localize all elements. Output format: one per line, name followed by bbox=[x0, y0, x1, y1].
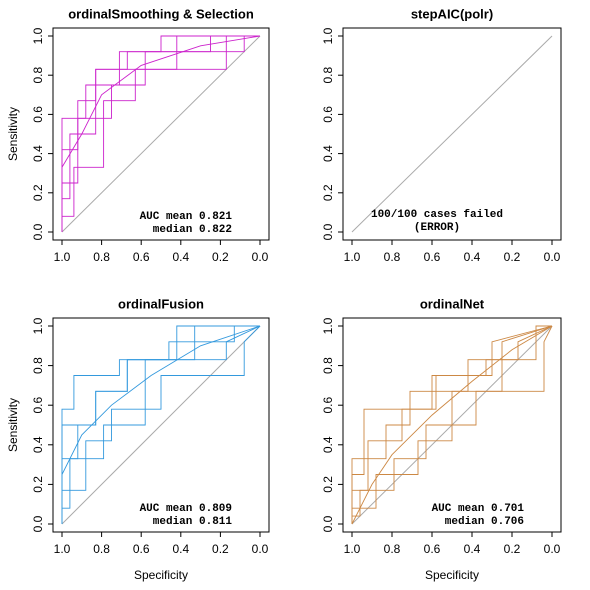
y-tick-label: 0.0 bbox=[321, 223, 335, 240]
y-tick-label: 0.8 bbox=[31, 357, 45, 374]
y-tick-label: 0.2 bbox=[321, 476, 335, 493]
y-tick-label: 1.0 bbox=[321, 27, 335, 44]
y-tick-label: 0.6 bbox=[321, 106, 335, 123]
y-tick-label: 1.0 bbox=[31, 317, 45, 334]
panel-title: stepAIC(polr) bbox=[411, 6, 493, 21]
x-tick-label: 1.0 bbox=[54, 542, 71, 556]
x-tick-label: 0.0 bbox=[252, 542, 269, 556]
x-tick-label: 0.2 bbox=[504, 250, 521, 264]
annotation: median 0.822 bbox=[153, 224, 232, 236]
roc-curve bbox=[61, 325, 261, 524]
reference-diagonal bbox=[61, 325, 261, 525]
y-tick-label: 0.0 bbox=[321, 515, 335, 532]
x-tick-label: 0.2 bbox=[212, 542, 229, 556]
y-tick-label: 0.0 bbox=[31, 223, 45, 240]
y-tick-label: 0.4 bbox=[321, 145, 335, 162]
y-tick-label: 1.0 bbox=[321, 317, 335, 334]
panel-title: ordinalNet bbox=[420, 296, 485, 311]
roc-curve bbox=[351, 325, 553, 524]
roc-curve bbox=[351, 325, 553, 524]
y-tick-label: 0.0 bbox=[31, 515, 45, 532]
y-tick-label: 0.6 bbox=[321, 397, 335, 414]
x-axis-label: Specificity bbox=[425, 568, 479, 582]
roc-curve bbox=[61, 325, 260, 524]
x-tick-label: 0.0 bbox=[544, 542, 561, 556]
x-tick-label: 0.4 bbox=[172, 250, 189, 264]
y-tick-label: 0.8 bbox=[31, 67, 45, 84]
annotation: AUC mean 0.809 bbox=[140, 503, 232, 515]
roc-curve bbox=[351, 325, 553, 524]
x-tick-label: 0.6 bbox=[133, 542, 150, 556]
x-tick-label: 0.0 bbox=[544, 250, 561, 264]
y-tick-label: 0.2 bbox=[321, 184, 335, 201]
reference-diagonal bbox=[351, 35, 553, 233]
annotation: (ERROR) bbox=[414, 222, 460, 234]
annotation: AUC mean 0.821 bbox=[140, 211, 233, 223]
annotation: AUC mean 0.701 bbox=[432, 503, 525, 515]
y-tick-label: 0.6 bbox=[31, 106, 45, 123]
roc-curve bbox=[61, 35, 260, 232]
panel-title: ordinalSmoothing & Selection bbox=[68, 6, 254, 21]
x-tick-label: 0.8 bbox=[384, 542, 401, 556]
reference-diagonal bbox=[61, 35, 261, 233]
x-tick-label: 0.6 bbox=[424, 250, 441, 264]
x-tick-label: 0.4 bbox=[172, 542, 189, 556]
annotation: median 0.706 bbox=[445, 516, 524, 528]
annotation: 100/100 cases failed bbox=[371, 209, 503, 221]
x-axis-label: Specificity bbox=[134, 568, 188, 582]
y-tick-label: 0.8 bbox=[321, 357, 335, 374]
x-tick-label: 1.0 bbox=[54, 250, 71, 264]
plot-frame bbox=[52, 27, 270, 241]
x-tick-label: 0.8 bbox=[93, 542, 110, 556]
roc-curve bbox=[351, 325, 553, 525]
y-tick-label: 0.8 bbox=[321, 67, 335, 84]
roc-curve bbox=[61, 35, 260, 232]
y-tick-label: 0.4 bbox=[31, 145, 45, 162]
roc-curve bbox=[61, 35, 261, 232]
y-tick-label: 0.6 bbox=[31, 397, 45, 414]
y-axis-label: Sensitivity bbox=[6, 398, 20, 452]
roc-curve bbox=[61, 35, 260, 232]
y-tick-label: 0.4 bbox=[31, 436, 45, 453]
x-tick-label: 0.6 bbox=[424, 542, 441, 556]
x-tick-label: 0.6 bbox=[133, 250, 150, 264]
plot-frame bbox=[342, 27, 562, 241]
y-tick-label: 0.4 bbox=[321, 436, 335, 453]
x-tick-label: 0.8 bbox=[384, 250, 401, 264]
x-tick-label: 1.0 bbox=[344, 250, 361, 264]
x-tick-label: 1.0 bbox=[344, 542, 361, 556]
plot-frame bbox=[52, 317, 270, 533]
x-tick-label: 0.2 bbox=[212, 250, 229, 264]
y-axis-label: Sensitivity bbox=[6, 107, 20, 161]
x-tick-label: 0.8 bbox=[93, 250, 110, 264]
plot-frame bbox=[342, 317, 562, 533]
y-tick-label: 1.0 bbox=[31, 27, 45, 44]
x-tick-label: 0.4 bbox=[464, 250, 481, 264]
roc-curve bbox=[61, 325, 260, 524]
x-tick-label: 0.0 bbox=[252, 250, 269, 264]
y-tick-label: 0.2 bbox=[31, 184, 45, 201]
roc-curve bbox=[61, 325, 261, 524]
x-tick-label: 0.4 bbox=[464, 542, 481, 556]
panel-title: ordinalFusion bbox=[118, 296, 204, 311]
y-tick-label: 0.2 bbox=[31, 476, 45, 493]
roc-curve bbox=[351, 325, 553, 524]
annotation: median 0.811 bbox=[153, 516, 233, 528]
x-tick-label: 0.2 bbox=[504, 542, 521, 556]
